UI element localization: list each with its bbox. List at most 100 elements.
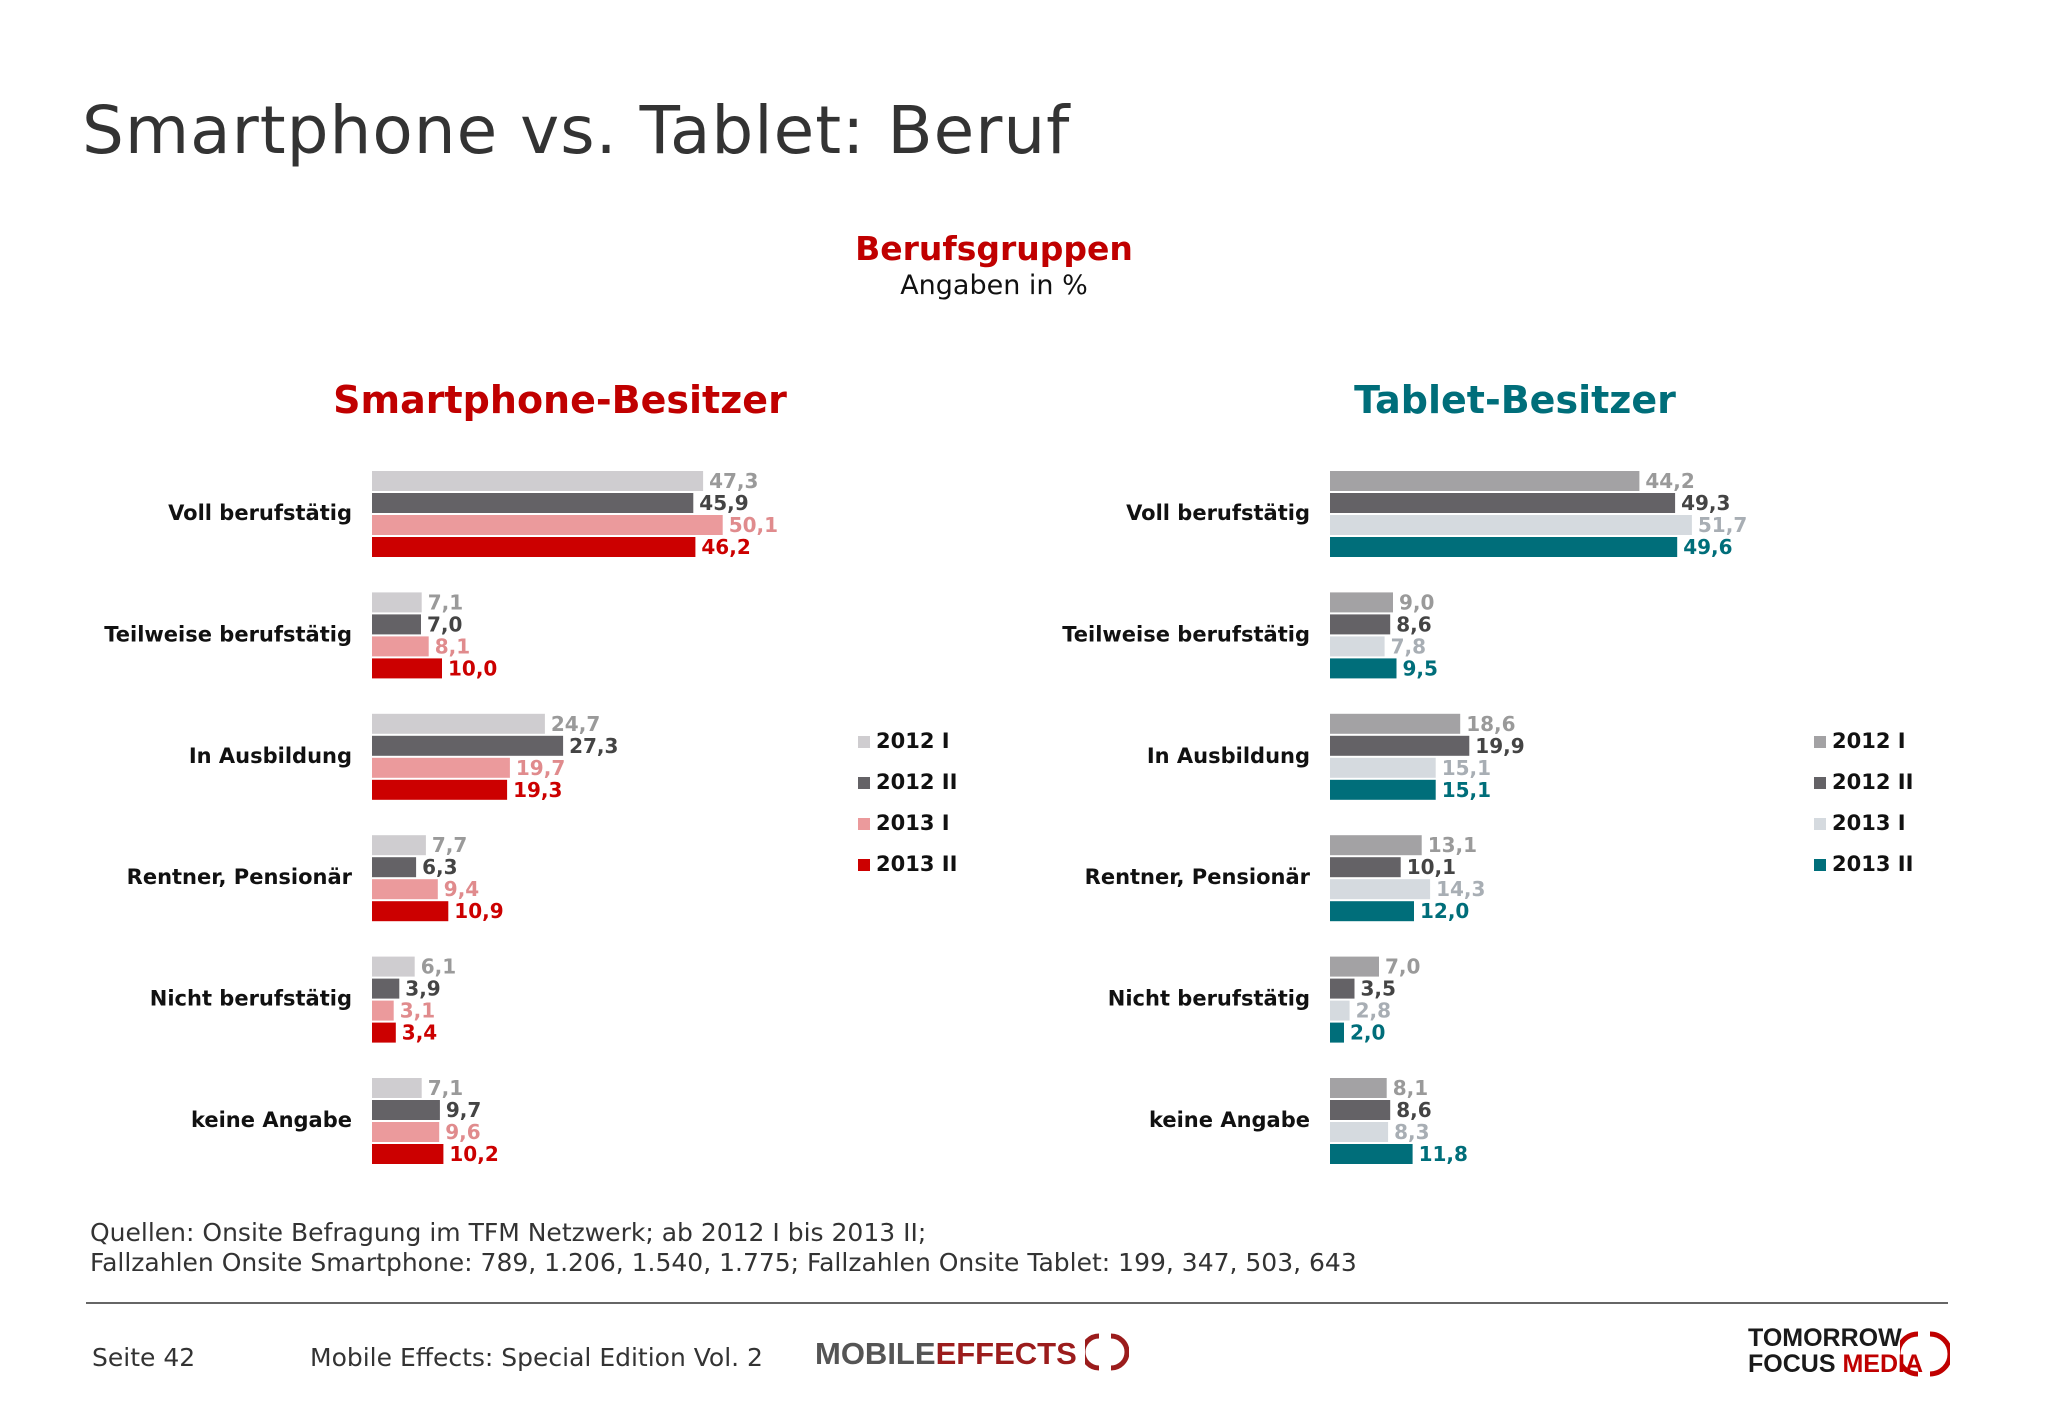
- smartphone-legend-swatch: [858, 818, 870, 830]
- tablet-data-label: 11,8: [1419, 1142, 1468, 1166]
- smartphone-legend-label: 2013 II: [876, 852, 957, 876]
- smartphone-bar: [372, 757, 510, 778]
- tablet-data-label: 8,6: [1396, 1098, 1431, 1122]
- tablet-legend-label: 2012 I: [1832, 729, 1906, 753]
- tablet-bar: [1330, 857, 1401, 878]
- smartphone-bar: [372, 779, 508, 800]
- tablet-bar: [1330, 978, 1355, 999]
- tablet-category-label: Teilweise berufstätig: [1062, 622, 1310, 646]
- tablet-chart-title: Tablet-Besitzer: [1354, 378, 1676, 422]
- smartphone-data-label: 10,2: [449, 1142, 498, 1166]
- tablet-legend-swatch: [1814, 777, 1826, 789]
- smartphone-category-label: Teilweise berufstätig: [104, 622, 352, 646]
- tablet-legend-swatch: [1814, 859, 1826, 871]
- smartphone-data-label: 9,7: [446, 1098, 481, 1122]
- tablet-data-label: 9,0: [1399, 590, 1434, 614]
- smartphone-data-label: 6,3: [422, 855, 457, 879]
- tablet-data-label: 12,0: [1420, 899, 1469, 923]
- tablet-bar: [1330, 636, 1385, 657]
- tablet-bar: [1330, 1144, 1413, 1164]
- footer-divider: [86, 1302, 1948, 1304]
- tablet-data-label: 7,0: [1385, 955, 1420, 979]
- source-line-2: Fallzahlen Onsite Smartphone: 789, 1.206…: [90, 1248, 1357, 1277]
- tablet-legend-label: 2013 I: [1832, 811, 1906, 835]
- tablet-bar: [1330, 1122, 1389, 1142]
- smartphone-data-label: 19,3: [513, 778, 562, 802]
- tablet-data-label: 15,1: [1442, 778, 1491, 802]
- tablet-bar: [1330, 1078, 1387, 1098]
- tablet-data-label: 7,8: [1391, 634, 1426, 658]
- smartphone-category-label: Voll berufstätig: [168, 501, 352, 525]
- smartphone-category-label: In Ausbildung: [189, 744, 352, 768]
- smartphone-data-label: 50,1: [729, 513, 778, 537]
- smartphone-bar: [372, 537, 696, 557]
- smartphone-legend-swatch: [858, 777, 870, 789]
- tablet-bar: [1330, 1100, 1391, 1120]
- tablet-category-label: Nicht berufstätig: [1108, 987, 1310, 1011]
- tablet-bar: [1330, 658, 1397, 679]
- smartphone-data-label: 7,0: [427, 612, 462, 636]
- smartphone-category-label: keine Angabe: [191, 1108, 352, 1132]
- smartphone-data-label: 9,4: [444, 877, 479, 901]
- tablet-legend-swatch: [1814, 818, 1826, 830]
- smartphone-legend-label: 2013 I: [876, 811, 950, 835]
- tablet-bar: [1330, 735, 1470, 756]
- smartphone-bar: [372, 1022, 396, 1043]
- tablet-data-label: 49,3: [1681, 491, 1730, 515]
- tablet-data-label: 9,5: [1403, 656, 1438, 680]
- smartphone-bar: [372, 1144, 444, 1164]
- smartphone-data-label: 3,9: [405, 977, 440, 1001]
- tablet-data-label: 10,1: [1407, 855, 1456, 879]
- smartphone-category-label: Rentner, Pensionär: [127, 865, 353, 889]
- smartphone-bar: [372, 956, 415, 977]
- tablet-legend-label: 2012 II: [1832, 770, 1913, 794]
- tablet-category-label: In Ausbildung: [1147, 744, 1310, 768]
- tablet-bar: [1330, 757, 1436, 778]
- tablet-legend-swatch: [1814, 736, 1826, 748]
- logo-arc-icon: [1080, 1333, 1130, 1371]
- charts-canvas: Voll berufstätig 47,345,950,146,2 Teilweis…: [104, 469, 1913, 1166]
- page-number: Seite 42: [92, 1343, 196, 1372]
- tablet-bar: [1330, 1000, 1350, 1021]
- smartphone-bar: [372, 1122, 440, 1142]
- tablet-bar: [1330, 901, 1414, 922]
- source-note: Quellen: Onsite Befragung im TFM Netzwer…: [90, 1218, 1357, 1278]
- logo-tomorrow-text: TOMORROW: [1748, 1324, 1902, 1352]
- tablet-category-label: keine Angabe: [1149, 1108, 1310, 1132]
- smartphone-bar: [372, 1100, 440, 1120]
- tablet-bar: [1330, 471, 1640, 491]
- tablet-bar: [1330, 592, 1393, 613]
- tablet-bar: [1330, 779, 1436, 800]
- mobile-effects-logo: MOBILEEFFECTS: [815, 1332, 1130, 1372]
- smartphone-data-label: 45,9: [699, 491, 748, 515]
- tablet-bar: [1330, 713, 1461, 734]
- smartphone-data-label: 46,2: [701, 535, 750, 559]
- smartphone-data-label: 8,1: [435, 634, 470, 658]
- smartphone-chart-title: Smartphone-Besitzer: [333, 378, 787, 422]
- smartphone-data-label: 10,0: [448, 656, 497, 680]
- smartphone-bar: [372, 901, 449, 922]
- smartphone-data-label: 7,1: [428, 1076, 463, 1100]
- smartphone-legend-label: 2012 II: [876, 770, 957, 794]
- smartphone-legend-label: 2012 I: [876, 729, 950, 753]
- smartphone-data-label: 10,9: [454, 899, 503, 923]
- tablet-bar: [1330, 515, 1692, 535]
- smartphone-bar: [372, 1078, 422, 1098]
- smartphone-data-label: 3,1: [400, 999, 435, 1023]
- tablet-bar: [1330, 956, 1379, 977]
- smartphone-data-label: 47,3: [709, 469, 758, 493]
- tablet-bar: [1330, 835, 1422, 856]
- tablet-data-label: 15,1: [1442, 756, 1491, 780]
- tomorrow-focus-media-logo: TOMORROW FOCUS MEDIA: [1748, 1325, 1923, 1377]
- tablet-category-label: Rentner, Pensionär: [1085, 865, 1311, 889]
- chart-subtitle: Berufsgruppen: [855, 229, 1133, 268]
- tablet-bar: [1330, 614, 1391, 635]
- smartphone-legend-swatch: [858, 736, 870, 748]
- tablet-legend-label: 2013 II: [1832, 852, 1913, 876]
- tablet-data-label: 8,1: [1393, 1076, 1428, 1100]
- tablet-data-label: 19,9: [1475, 734, 1524, 758]
- smartphone-data-label: 19,7: [516, 756, 565, 780]
- smartphone-bar: [372, 735, 564, 756]
- smartphone-bar: [372, 515, 723, 535]
- tablet-data-label: 8,3: [1394, 1120, 1429, 1144]
